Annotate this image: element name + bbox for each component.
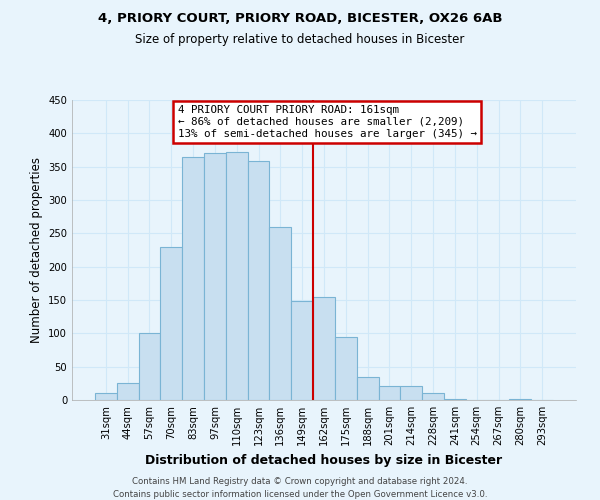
Bar — [422, 392, 444, 400]
Bar — [226, 152, 248, 400]
Text: 4, PRIORY COURT, PRIORY ROAD, BICESTER, OX26 6AB: 4, PRIORY COURT, PRIORY ROAD, BICESTER, … — [98, 12, 502, 26]
Bar — [248, 162, 269, 400]
Bar — [269, 226, 291, 400]
Y-axis label: Number of detached properties: Number of detached properties — [29, 157, 43, 343]
Bar — [291, 302, 313, 400]
Bar — [117, 384, 139, 400]
Bar — [182, 156, 204, 400]
Bar — [160, 246, 182, 400]
Bar — [379, 386, 400, 400]
Bar — [335, 336, 357, 400]
Text: 4 PRIORY COURT PRIORY ROAD: 161sqm
← 86% of detached houses are smaller (2,209)
: 4 PRIORY COURT PRIORY ROAD: 161sqm ← 86%… — [178, 106, 477, 138]
Text: Contains HM Land Registry data © Crown copyright and database right 2024.: Contains HM Land Registry data © Crown c… — [132, 478, 468, 486]
Bar — [139, 334, 160, 400]
Bar — [95, 394, 117, 400]
Bar — [204, 154, 226, 400]
Text: Size of property relative to detached houses in Bicester: Size of property relative to detached ho… — [136, 32, 464, 46]
Bar — [400, 386, 422, 400]
X-axis label: Distribution of detached houses by size in Bicester: Distribution of detached houses by size … — [145, 454, 503, 466]
Bar — [313, 296, 335, 400]
Bar — [357, 376, 379, 400]
Text: Contains public sector information licensed under the Open Government Licence v3: Contains public sector information licen… — [113, 490, 487, 499]
